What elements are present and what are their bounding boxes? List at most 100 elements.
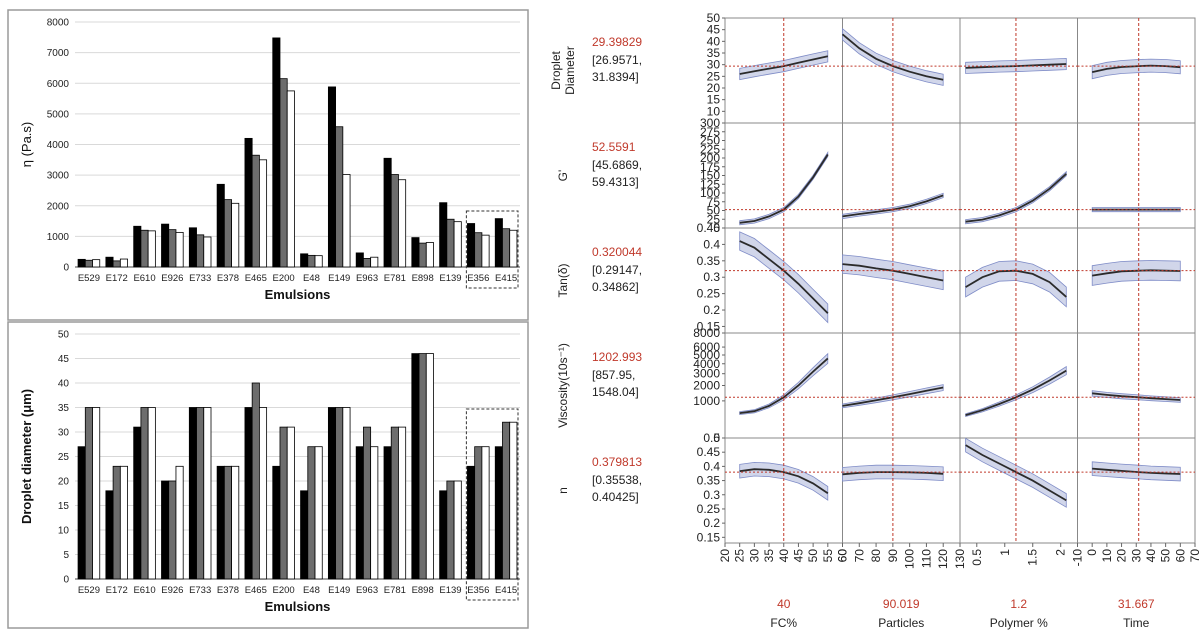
bar [133, 225, 142, 268]
x-tick-label: 35 [762, 549, 776, 563]
bar [286, 90, 295, 268]
bar [398, 426, 407, 580]
bar [216, 465, 225, 580]
x-tick-label: E200 [273, 273, 295, 284]
x-tick-label: 130 [953, 549, 967, 569]
bar [335, 407, 344, 580]
y-tick-label: 200 [700, 151, 720, 165]
y-axis-title: η (Pa.s) [19, 122, 34, 168]
x-tick-label: E172 [106, 273, 128, 284]
confidence-interval: 0.40425] [592, 490, 639, 504]
x-tick-label: 0.5 [970, 549, 984, 566]
y-tick-label: 250 [700, 134, 720, 148]
y-tick-label: 0.3 [703, 488, 720, 502]
y-tick-label: 0.5 [703, 431, 720, 445]
bar [223, 199, 232, 268]
bar [147, 230, 156, 268]
x-tick-label: E926 [161, 273, 183, 284]
bar [188, 227, 197, 268]
bar [474, 232, 483, 268]
response-curve [739, 357, 829, 414]
factor-label: Particles [878, 616, 924, 630]
confidence-interval: [26.9571, [592, 53, 642, 67]
bar [342, 174, 351, 268]
confidence-band [1091, 260, 1181, 286]
bar [335, 126, 344, 268]
response-label: Tan(δ) [556, 263, 570, 297]
y-tick-label: 0.35 [697, 474, 721, 488]
y-tick-label: 10 [707, 104, 721, 118]
y-tick-label: 0 [63, 263, 69, 274]
y-tick-label: 300 [700, 116, 720, 130]
bar [425, 242, 434, 268]
y-tick-label: 5000 [693, 348, 720, 362]
x-tick-label: E898 [412, 585, 434, 596]
y-tick-label: 25 [707, 212, 721, 226]
bar [84, 259, 93, 268]
x-tick-label: 40 [1144, 549, 1158, 563]
x-tick-label: 70 [852, 549, 866, 563]
bar [175, 465, 184, 580]
bar [258, 159, 268, 268]
bar [286, 426, 295, 580]
y-tick-label: 20 [707, 81, 721, 95]
bar [481, 446, 490, 580]
bar [203, 407, 212, 580]
bar [509, 229, 518, 268]
confidence-band [965, 170, 1067, 225]
response-value: 29.39829 [592, 35, 642, 49]
x-tick-label: E139 [439, 585, 461, 596]
bar [119, 258, 128, 268]
bar [272, 465, 281, 580]
highlight-box [465, 408, 519, 601]
bar [327, 407, 337, 580]
response-value: 52.5591 [592, 140, 636, 154]
x-tick-label: 2 [1054, 549, 1068, 556]
x-tick-label: E200 [273, 585, 295, 596]
confidence-interval: 1548.04] [592, 385, 639, 399]
y-tick-label: 35 [707, 46, 721, 60]
response-value: 0.320044 [592, 245, 642, 259]
bar [307, 254, 316, 268]
y-tick-label: 30 [58, 428, 70, 439]
bar [383, 446, 392, 580]
y-tick-label: 2000 [47, 201, 70, 212]
y-tick-label: 5000 [47, 109, 70, 120]
y-tick-label: 0 [713, 431, 720, 445]
x-tick-label: 60 [836, 549, 850, 563]
y-tick-label: 1000 [693, 394, 720, 408]
y-tick-label: 0.4 [703, 459, 720, 473]
x-tick-label: 90 [886, 549, 900, 563]
bar [168, 480, 177, 580]
chart-frame [7, 9, 529, 321]
x-tick-label: E149 [328, 585, 350, 596]
x-axis-title: Emulsions [265, 287, 331, 302]
y-tick-label: 8000 [693, 326, 720, 340]
bar [411, 353, 420, 580]
bar [272, 37, 281, 268]
y-tick-label: 0 [713, 221, 720, 235]
y-tick-label: 50 [707, 204, 721, 218]
x-tick-label: E172 [106, 585, 128, 596]
x-tick-label: E378 [217, 585, 239, 596]
bar [474, 446, 483, 580]
bar [363, 258, 372, 268]
y-axis-title: Droplet diameter (μm) [19, 389, 34, 524]
y-tick-label: 20 [58, 477, 70, 488]
bar [494, 218, 503, 268]
bar [398, 179, 407, 268]
bar [77, 258, 86, 268]
y-tick-label: 15 [707, 93, 721, 107]
bar [231, 465, 240, 580]
bar [161, 223, 170, 268]
x-tick-label: 30 [1129, 549, 1143, 563]
bar [77, 446, 86, 580]
y-tick-label: 45 [58, 354, 70, 365]
x-tick-label: 20 [718, 549, 732, 563]
y-tick-label: 0.2 [703, 516, 720, 530]
y-tick-label: 7000 [47, 48, 70, 59]
x-tick-label: E926 [161, 585, 183, 596]
response-value: 1202.993 [592, 350, 642, 364]
bar [231, 202, 240, 268]
